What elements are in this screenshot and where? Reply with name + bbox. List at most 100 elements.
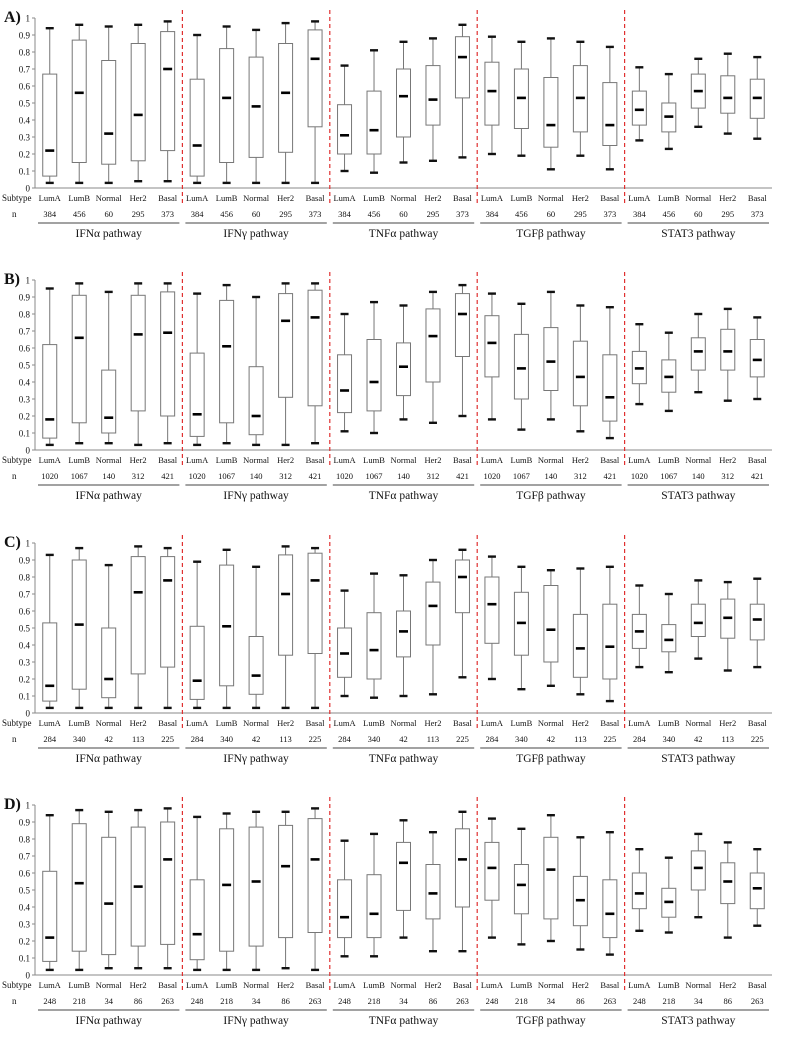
- n-value: 218: [73, 996, 86, 1006]
- subtype-label: LumB: [216, 980, 238, 990]
- box-iqr: [101, 60, 117, 165]
- box-iqr: [307, 289, 323, 407]
- subtype-label: LumB: [363, 980, 385, 990]
- subtype-label: Basal: [748, 193, 768, 203]
- box-iqr: [189, 78, 205, 177]
- n-value: 373: [603, 209, 616, 219]
- y-tick-label: 0.3: [19, 133, 31, 143]
- n-value: 456: [368, 209, 381, 219]
- box-iqr: [572, 613, 588, 678]
- box-iqr: [307, 29, 323, 128]
- subtype-label: LumB: [216, 718, 238, 728]
- subtype-label: Her2: [572, 455, 589, 465]
- y-tick-label: 0.5: [19, 99, 31, 109]
- n-value: 218: [515, 996, 528, 1006]
- y-tick-label: 0.5: [19, 361, 31, 371]
- y-tick-label: 0.1: [19, 167, 30, 177]
- n-value: 340: [368, 734, 381, 744]
- subtype-label: LumA: [628, 455, 651, 465]
- subtype-label: Basal: [453, 718, 473, 728]
- box-iqr: [543, 327, 559, 392]
- n-value: 295: [427, 209, 440, 219]
- subtype-label: LumB: [68, 980, 90, 990]
- n-value: 312: [132, 471, 145, 481]
- subtype-label: Normal: [96, 455, 123, 465]
- subtype-label: LumA: [186, 980, 209, 990]
- n-value: 140: [250, 471, 263, 481]
- box-iqr: [248, 636, 264, 695]
- n-value: 295: [721, 209, 734, 219]
- subtype-label: Basal: [600, 193, 620, 203]
- box-iqr: [484, 61, 500, 126]
- y-tick-label: 0.2: [19, 150, 30, 160]
- pathway-label: IFNα pathway: [76, 228, 143, 240]
- box-iqr: [454, 293, 470, 358]
- n-value: 295: [132, 209, 145, 219]
- subtype-label: Basal: [453, 193, 473, 203]
- pathway-label: IFNα pathway: [76, 1015, 143, 1027]
- subtype-label: Basal: [306, 193, 326, 203]
- pathway-label: STAT3 pathway: [661, 753, 735, 765]
- box-iqr: [160, 821, 176, 945]
- box-iqr: [278, 554, 294, 656]
- subtype-label: Her2: [130, 718, 147, 728]
- n-value: 373: [161, 209, 174, 219]
- y-tick-label: 0: [26, 446, 31, 456]
- y-tick-label: 0.2: [19, 937, 30, 947]
- box-iqr: [307, 552, 323, 655]
- n-value: 1067: [513, 471, 530, 481]
- pathway-label: IFNγ pathway: [223, 228, 289, 240]
- box-iqr: [160, 31, 176, 152]
- n-value: 312: [574, 471, 587, 481]
- box-iqr: [396, 342, 411, 397]
- box-iqr: [484, 841, 500, 901]
- n-value: 456: [220, 209, 233, 219]
- n-value: 86: [429, 996, 438, 1006]
- n-value: 34: [547, 996, 556, 1006]
- subtype-label: Normal: [685, 455, 712, 465]
- subtype-label: LumA: [481, 455, 504, 465]
- box-iqr: [160, 556, 176, 668]
- box-iqr: [248, 826, 264, 947]
- box-iqr: [425, 308, 441, 383]
- n-value: 421: [751, 471, 764, 481]
- n-value: 1020: [189, 471, 206, 481]
- pathway-label: TGFβ pathway: [516, 228, 586, 240]
- n-value: 218: [662, 996, 675, 1006]
- subtype-label: LumB: [363, 718, 385, 728]
- box-iqr: [219, 828, 235, 952]
- subtype-label: Normal: [96, 980, 123, 990]
- box-iqr: [602, 603, 618, 680]
- box-iqr: [219, 299, 235, 424]
- subtype-label: Normal: [96, 718, 123, 728]
- box-iqr: [71, 294, 87, 424]
- subtype-label: LumA: [481, 980, 504, 990]
- n-value: 218: [220, 996, 233, 1006]
- y-tick-label: 1: [26, 801, 31, 811]
- box-iqr: [425, 65, 441, 126]
- box-iqr: [366, 874, 382, 939]
- box-iqr: [307, 818, 323, 933]
- n-value: 113: [427, 734, 439, 744]
- box-iqr: [337, 879, 353, 939]
- box-iqr: [130, 556, 146, 675]
- y-tick-label: 1: [26, 276, 31, 286]
- subtype-label: LumA: [186, 718, 209, 728]
- n-value: 34: [399, 996, 408, 1006]
- box-iqr: [189, 879, 205, 961]
- n-value: 284: [191, 734, 205, 744]
- y-tick-label: 1: [26, 539, 31, 549]
- box-iqr: [454, 559, 470, 614]
- subtype-label: LumB: [511, 718, 533, 728]
- n-value: 284: [633, 734, 647, 744]
- box-iqr: [454, 828, 470, 908]
- n-value: 60: [694, 209, 703, 219]
- box-iqr: [749, 339, 765, 378]
- n-value: 312: [279, 471, 292, 481]
- y-tick-label: 0.4: [19, 116, 31, 126]
- y-tick-label: 0.1: [19, 692, 30, 702]
- subtype-label: LumB: [658, 193, 680, 203]
- subtype-label: LumB: [658, 455, 680, 465]
- n-value: 225: [456, 734, 469, 744]
- n-value: 373: [309, 209, 322, 219]
